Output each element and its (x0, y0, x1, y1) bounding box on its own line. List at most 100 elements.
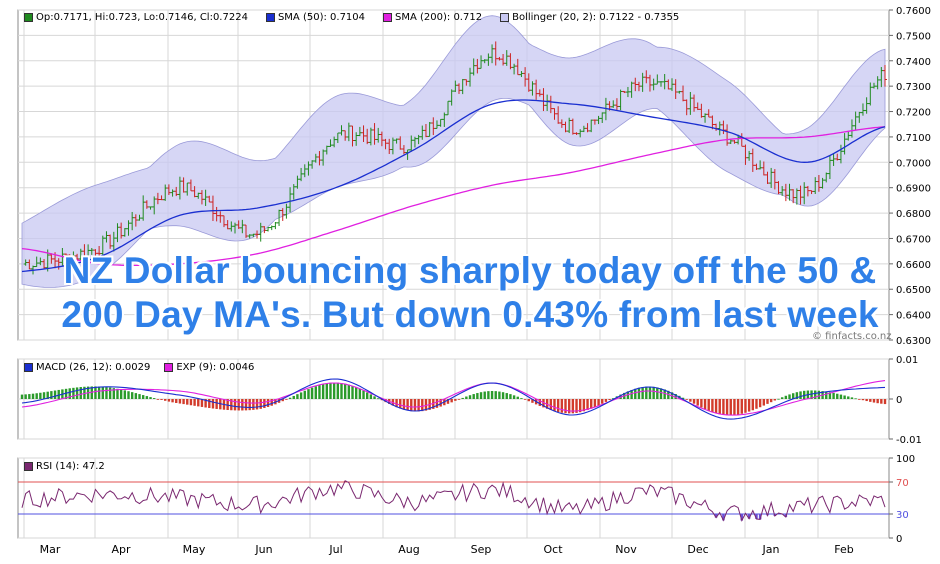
macd-histogram-bar (634, 388, 637, 399)
macd-histogram-bar (490, 390, 494, 399)
macd-histogram-bar (465, 396, 468, 399)
macd-histogram-bar (288, 397, 292, 399)
price-y-tick-label: 0.7300 (896, 82, 931, 93)
macd-histogram-bar (373, 396, 376, 399)
macd-histogram-bar (703, 399, 707, 410)
macd-histogram-bar (64, 388, 68, 399)
bollinger-swatch (500, 13, 510, 22)
sma200-swatch (383, 13, 393, 22)
macd-histogram-bar (696, 399, 699, 406)
macd-histogram-bar (281, 399, 284, 402)
macd-histogram-bar (413, 399, 417, 412)
macd-histogram-bar (861, 399, 865, 401)
macd-histogram-bar (597, 399, 600, 406)
macd-histogram-bar (839, 394, 843, 399)
macd-histogram-bar (553, 399, 556, 412)
macd-histogram-bar (700, 399, 703, 408)
x-tick-label: Jan (762, 543, 780, 556)
macd-histogram-bar (652, 386, 655, 399)
macd-histogram-bar (307, 389, 310, 399)
sma50-swatch (265, 13, 275, 22)
macd-histogram-bar (208, 399, 211, 409)
macd-histogram-bar (814, 390, 817, 399)
macd-histogram-bar (604, 399, 608, 402)
macd-histogram-bar (233, 399, 237, 411)
macd-histogram-bar (116, 388, 119, 399)
macd-histogram-bar (744, 399, 747, 413)
macd-histogram-bar (825, 391, 828, 399)
x-tick-label: May (183, 543, 206, 556)
macd-histogram-bar (112, 388, 116, 399)
x-tick-label: Jun (254, 543, 272, 556)
ohlc-legend-label: Op:0.7171, Hi:0.723, Lo:0.7146, Cl:0.722… (36, 12, 248, 23)
exp-swatch (164, 363, 174, 372)
macd-histogram-bar (31, 393, 35, 399)
macd-histogram-bar (130, 392, 134, 399)
macd-histogram-bar (193, 399, 196, 406)
price-legend: Op:0.7171, Hi:0.723, Lo:0.7146, Cl:0.722… (24, 12, 679, 23)
sma200-line (21, 126, 886, 267)
price-y-tick-label: 0.6300 (896, 336, 931, 347)
macd-histogram-bar (175, 399, 178, 403)
macd-histogram-bar (127, 391, 130, 399)
macd-histogram-bar (410, 399, 413, 412)
macd-histogram-bar (46, 391, 49, 399)
macd-histogram-bar (435, 399, 439, 408)
macd-histogram-bar (656, 387, 659, 399)
sma50-legend-label: SMA (50): 0.7104 (277, 12, 366, 23)
macd-histogram-bar (556, 399, 560, 413)
macd-histogram-bar (799, 391, 802, 399)
macd-histogram-bar (292, 395, 295, 399)
macd-histogram-bar (527, 399, 530, 402)
macd-histogram-bar (321, 384, 325, 399)
macd-histogram-bar (241, 399, 244, 411)
macd-histogram-bar (362, 390, 365, 399)
macd-histogram-bar (167, 399, 171, 402)
macd-histogram-bar (843, 395, 846, 399)
macd-histogram-bar (310, 387, 314, 399)
macd-histogram-bar (351, 385, 354, 399)
macd-legend: MACD (26, 12): 0.0029 EXP (9): 0.0046 (24, 362, 254, 373)
macd-histogram-bar (24, 394, 27, 399)
macd-histogram-bar (39, 392, 42, 399)
macd-histogram-bar (153, 398, 156, 399)
ohlc-swatch (24, 13, 33, 22)
x-tick-label: Nov (615, 543, 637, 556)
macd-histogram-bar (509, 394, 512, 399)
macd-histogram-bar (777, 398, 780, 400)
macd-histogram-bar (784, 395, 788, 399)
macd-histogram-bar (266, 399, 270, 407)
macd-histogram-bar (123, 390, 127, 399)
macd-histogram-bar (377, 398, 380, 400)
price-y-tick-label: 0.7000 (896, 158, 931, 169)
macd-histogram-bar (230, 399, 233, 411)
macd-histogram-bar (189, 399, 193, 406)
macd-histogram-bar (35, 393, 38, 399)
macd-histogram-bar (399, 399, 402, 409)
macd-histogram-bar (564, 399, 567, 414)
rsi-y-tick-label: 100 (896, 454, 915, 465)
macd-histogram-bar (347, 384, 351, 399)
macd-histogram-bar (795, 392, 799, 399)
macd-histogram-bar (479, 392, 483, 399)
macd-histogram-bar (494, 391, 497, 399)
price-y-tick-label: 0.6700 (896, 234, 931, 245)
macd-histogram-bar (454, 399, 457, 401)
macd-histogram-bar (590, 399, 593, 409)
macd-histogram-bar (773, 399, 777, 401)
x-tick-label: Feb (834, 543, 853, 556)
price-y-tick-label: 0.7600 (896, 6, 931, 17)
macd-histogram-bar (523, 399, 527, 400)
macd-histogram-bar (740, 399, 743, 414)
price-y-tick-label: 0.7200 (896, 108, 931, 119)
macd-histogram-bar (560, 399, 564, 413)
macd-histogram-bar (94, 386, 97, 399)
macd-histogram-bar (608, 399, 611, 401)
macd-histogram-bar (747, 399, 751, 412)
macd-histogram-bar (255, 399, 259, 410)
macd-histogram-bar (791, 393, 795, 399)
exp-line (21, 380, 886, 416)
rsi-line (21, 480, 886, 522)
x-tick-label: Apr (111, 543, 131, 556)
macd-histogram-bar (714, 399, 718, 414)
